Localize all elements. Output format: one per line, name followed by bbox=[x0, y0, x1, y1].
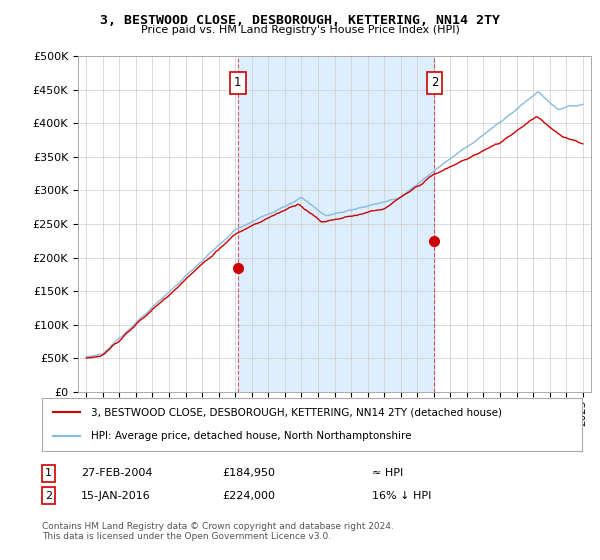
Text: Price paid vs. HM Land Registry's House Price Index (HPI): Price paid vs. HM Land Registry's House … bbox=[140, 25, 460, 35]
Text: 3, BESTWOOD CLOSE, DESBOROUGH, KETTERING, NN14 2TY: 3, BESTWOOD CLOSE, DESBOROUGH, KETTERING… bbox=[100, 14, 500, 27]
Text: Contains HM Land Registry data © Crown copyright and database right 2024.
This d: Contains HM Land Registry data © Crown c… bbox=[42, 522, 394, 542]
Text: HPI: Average price, detached house, North Northamptonshire: HPI: Average price, detached house, Nort… bbox=[91, 431, 411, 441]
Text: 3, BESTWOOD CLOSE, DESBOROUGH, KETTERING, NN14 2TY (detached house): 3, BESTWOOD CLOSE, DESBOROUGH, KETTERING… bbox=[91, 408, 502, 418]
Text: £224,000: £224,000 bbox=[222, 491, 275, 501]
Text: 1: 1 bbox=[45, 468, 52, 478]
Text: 2: 2 bbox=[431, 76, 438, 90]
Text: 27-FEB-2004: 27-FEB-2004 bbox=[81, 468, 152, 478]
Text: 1: 1 bbox=[234, 76, 241, 90]
Text: ≈ HPI: ≈ HPI bbox=[372, 468, 403, 478]
Bar bbox=[238, 56, 434, 392]
Text: 2: 2 bbox=[45, 491, 52, 501]
Text: £184,950: £184,950 bbox=[222, 468, 275, 478]
Text: 15-JAN-2016: 15-JAN-2016 bbox=[81, 491, 151, 501]
Text: 16% ↓ HPI: 16% ↓ HPI bbox=[372, 491, 431, 501]
